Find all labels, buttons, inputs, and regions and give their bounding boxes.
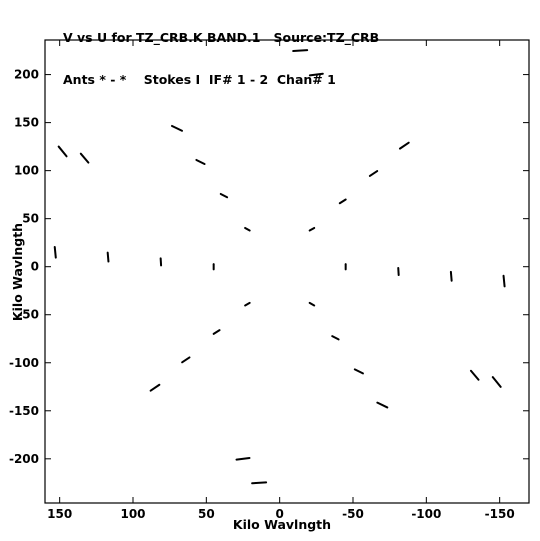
x-tick-label: 150 — [47, 507, 72, 521]
uv-point — [106, 251, 110, 263]
y-tick-label: 200 — [14, 68, 39, 82]
uv-point — [251, 481, 268, 485]
uv-point — [398, 141, 410, 150]
y-tick-label: 50 — [22, 212, 39, 226]
uv-point — [219, 192, 229, 199]
uv-point — [376, 401, 389, 409]
y-tick-label: -150 — [9, 404, 39, 418]
uv-point — [469, 369, 480, 381]
uv-point — [244, 226, 251, 232]
uv-point — [212, 329, 221, 335]
uv-point — [235, 457, 251, 461]
y-tick-label: -100 — [9, 356, 39, 370]
y-tick-label: 150 — [14, 116, 39, 130]
plot-frame — [44, 39, 530, 504]
uv-point — [57, 145, 68, 158]
x-tick-label: -100 — [411, 507, 441, 521]
uv-point — [308, 226, 316, 232]
y-axis-label: Kilo Wavlngth — [10, 223, 25, 321]
y-tick-label: 0 — [31, 260, 39, 274]
uv-point — [502, 274, 506, 288]
x-tick-label: 50 — [198, 507, 215, 521]
uv-point — [292, 49, 309, 53]
uv-point — [353, 368, 364, 375]
uv-point — [171, 124, 183, 132]
uv-points — [53, 49, 506, 485]
x-tick-label: 0 — [275, 507, 283, 521]
uv-point — [491, 376, 502, 388]
x-axis-label: Kilo Wavlngth — [233, 517, 331, 532]
uv-point — [331, 335, 340, 341]
y-tick-label: -50 — [17, 308, 39, 322]
y-tick-label: -200 — [9, 452, 39, 466]
uv-point — [368, 170, 379, 177]
uv-point — [308, 301, 316, 307]
uv-point — [53, 245, 57, 259]
uv-point — [195, 158, 206, 166]
y-tick-label: 100 — [14, 164, 39, 178]
chart-subtitle: Ants * - * Stokes I IF# 1 - 2 Chan# 1 — [63, 72, 336, 87]
uv-point — [338, 198, 347, 205]
uv-point — [308, 72, 324, 77]
uv-point — [181, 356, 191, 364]
x-tick-label: -50 — [342, 507, 364, 521]
uv-point — [79, 152, 90, 164]
plot-header: V vs U for TZ_CRB.K BAND.1 Source:TZ_CRB… — [63, 3, 379, 101]
axis-ticks: 150 100 50 0 -50 -100 -150 200 150 100 50 0 -50 -100 -… — [9, 40, 529, 521]
uv-point — [449, 270, 453, 282]
x-tick-label: 100 — [120, 507, 145, 521]
uv-point — [149, 383, 161, 392]
uv-point — [244, 301, 251, 307]
x-tick-label: -150 — [485, 507, 515, 521]
